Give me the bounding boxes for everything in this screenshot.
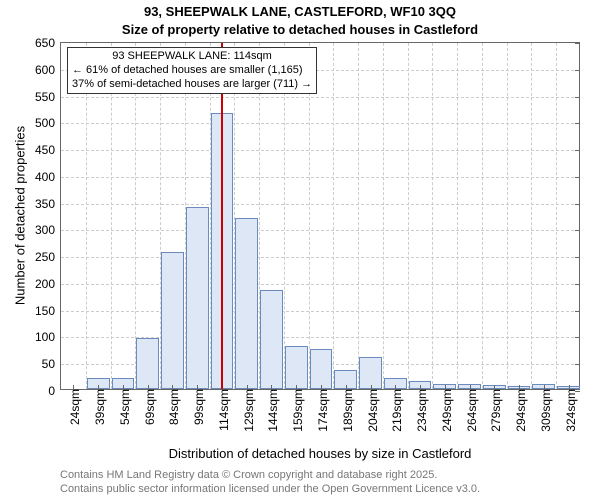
y-tick-label: 100 (35, 330, 61, 344)
bar (260, 290, 283, 389)
footer-line: Contains public sector information licen… (60, 482, 600, 496)
chart-container: 93, SHEEPWALK LANE, CASTLEFORD, WF10 3QQ… (0, 0, 600, 500)
gridline-h (61, 204, 579, 205)
y-tick-label: 350 (35, 197, 61, 211)
x-tick-label: 144sqm (262, 389, 280, 432)
gridline-v (408, 43, 409, 389)
bar (235, 218, 258, 389)
x-axis-label: Distribution of detached houses by size … (60, 446, 580, 461)
footer-text: Contains HM Land Registry data © Crown c… (0, 468, 600, 497)
gridline-v (135, 43, 136, 389)
gridline-h (61, 150, 579, 151)
gridline-v (507, 43, 508, 389)
x-tick-label: 99sqm (188, 389, 206, 425)
x-tick-label: 114sqm (213, 389, 231, 431)
gridline-v (482, 43, 483, 389)
x-tick-label: 324sqm (560, 389, 578, 432)
gridline-h (61, 284, 579, 285)
gridline-h (61, 97, 579, 98)
annotation-line: 93 SHEEPWALK LANE: 114sqm (72, 50, 312, 64)
y-tick-label: 500 (35, 116, 61, 130)
chart-title: 93, SHEEPWALK LANE, CASTLEFORD, WF10 3QQ (0, 4, 600, 19)
gridline-v (86, 43, 87, 389)
gridline-v (358, 43, 359, 389)
x-tick-label: 204sqm (362, 389, 380, 432)
bar (186, 207, 209, 389)
y-tick-label: 450 (35, 143, 61, 157)
y-tick-label: 400 (35, 170, 61, 184)
x-tick-label: 294sqm (510, 389, 528, 432)
y-tick-label: 200 (35, 277, 61, 291)
gridline-h (61, 123, 579, 124)
x-tick-label: 234sqm (411, 389, 429, 432)
y-tick-label: 150 (35, 304, 61, 318)
y-tick-label: 550 (35, 90, 61, 104)
gridline-v (531, 43, 532, 389)
x-tick-label: 309sqm (535, 389, 553, 432)
x-tick-label: 39sqm (89, 389, 107, 425)
gridline-v (383, 43, 384, 389)
x-tick-label: 174sqm (312, 389, 330, 432)
y-tick-label: 50 (42, 357, 61, 371)
gridline-v (333, 43, 334, 389)
y-tick-label: 0 (48, 384, 61, 398)
y-axis-label: Number of detached properties (13, 42, 28, 390)
footer-line: Contains HM Land Registry data © Crown c… (60, 468, 600, 482)
annotation-box: 93 SHEEPWALK LANE: 114sqm← 61% of detach… (67, 47, 317, 94)
gridline-v (556, 43, 557, 389)
gridline-h (61, 311, 579, 312)
x-tick-label: 24sqm (64, 389, 82, 425)
x-tick-label: 264sqm (461, 389, 479, 432)
x-tick-label: 69sqm (139, 389, 157, 425)
plot-area: 0501001502002503003504004505005506006502… (60, 42, 580, 390)
marker-line (221, 43, 223, 389)
gridline-v (432, 43, 433, 389)
x-tick-label: 129sqm (238, 389, 256, 432)
y-tick-label: 650 (35, 36, 61, 50)
x-tick-label: 54sqm (114, 389, 132, 425)
bar (310, 349, 333, 389)
bar (285, 346, 308, 389)
annotation-line: ← 61% of detached houses are smaller (1,… (72, 64, 312, 78)
x-tick-label: 189sqm (337, 389, 355, 432)
y-tick-label: 300 (35, 223, 61, 237)
annotation-line: 37% of semi-detached houses are larger (… (72, 78, 312, 92)
gridline-h (61, 257, 579, 258)
bar (161, 252, 184, 389)
y-tick-label: 600 (35, 63, 61, 77)
x-tick-label: 249sqm (436, 389, 454, 432)
x-tick-label: 219sqm (386, 389, 404, 432)
gridline-v (309, 43, 310, 389)
gridline-h (61, 230, 579, 231)
gridline-v (111, 43, 112, 389)
bar (136, 338, 159, 389)
x-tick-label: 84sqm (163, 389, 181, 425)
chart-subtitle: Size of property relative to detached ho… (0, 22, 600, 37)
y-tick-label: 250 (35, 250, 61, 264)
x-tick-label: 159sqm (287, 389, 305, 432)
gridline-v (457, 43, 458, 389)
gridline-v (284, 43, 285, 389)
x-tick-label: 279sqm (485, 389, 503, 432)
gridline-h (61, 177, 579, 178)
